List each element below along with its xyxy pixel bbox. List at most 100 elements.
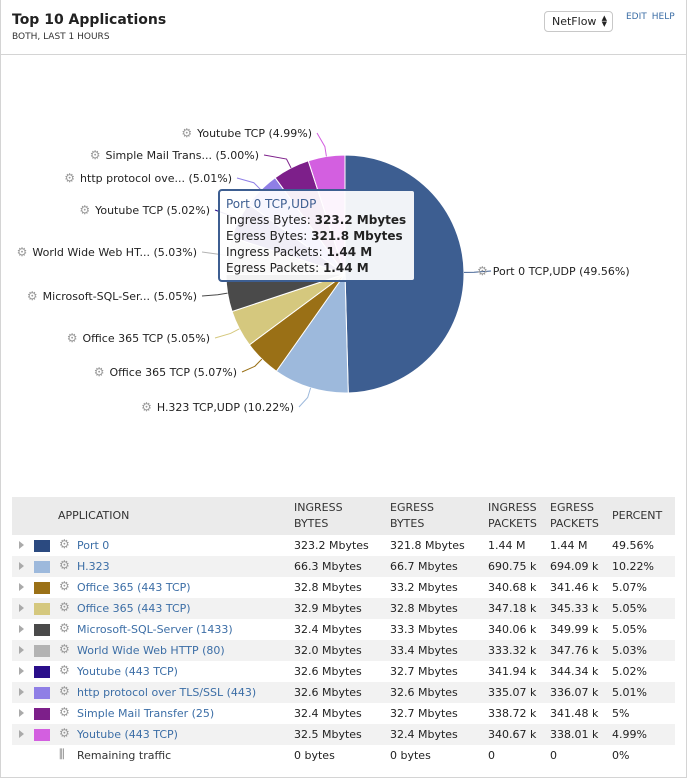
color-swatch (34, 729, 50, 741)
pie-slice[interactable] (275, 272, 349, 394)
application-link[interactable]: http protocol over TLS/SSL (443) (77, 686, 257, 699)
application-gear-icon: ⚙ (59, 642, 70, 656)
application-link[interactable]: Port 0 (77, 539, 110, 552)
updown-icon: ▲ ▼ (601, 14, 607, 28)
slice-label[interactable]: ⚙ Port 0 TCP,UDP (49.56%) (477, 264, 630, 278)
ingress-bytes: 32.4 Mbytes (294, 707, 362, 720)
help-link[interactable]: HELP (651, 12, 675, 22)
expand-arrow-icon[interactable] (19, 667, 24, 675)
ingress-bytes: 32.0 Mbytes (294, 644, 362, 657)
egress-packets: 349.99 k (550, 623, 599, 636)
slice-label[interactable]: ⚙ World Wide Web HT... (5.03%) (16, 245, 197, 259)
egress-bytes: 33.3 Mbytes (390, 623, 458, 636)
table-row[interactable]: ⚙ Office 365 (443 TCP) 32.8 Mbytes 33.2 … (12, 577, 675, 598)
remaining-traffic-icon: ⫼ (59, 747, 65, 761)
slice-label[interactable]: ⚙ http protocol ove... (5.01%) (64, 171, 232, 185)
slice-label[interactable]: ⚙ Youtube TCP (5.02%) (79, 203, 210, 217)
table-row[interactable]: ⚙ Office 365 (443 TCP) 32.9 Mbytes 32.8 … (12, 598, 675, 619)
ingress-packets: 335.07 k (488, 686, 537, 699)
gear-icon: ⚙ (477, 264, 488, 278)
egress-packets: 694.09 k (550, 560, 599, 573)
table-row[interactable]: ⚙ Port 0 323.2 Mbytes 321.8 Mbytes 1.44 … (12, 535, 675, 556)
ingress-bytes: 32.6 Mbytes (294, 665, 362, 678)
col-ingress-bytes[interactable]: INGRESS BYTES (294, 501, 343, 530)
table-row[interactable]: ⚙ World Wide Web HTTP (80) 32.0 Mbytes 3… (12, 640, 675, 661)
table-row[interactable]: ⚙ Youtube (443 TCP) 32.6 Mbytes 32.7 Mby… (12, 661, 675, 682)
label-connector (463, 270, 492, 273)
percent: 5.01% (612, 686, 647, 699)
gear-icon: ⚙ (64, 171, 76, 185)
ingress-packets: 1.44 M (488, 539, 526, 552)
ingress-packets: 347.18 k (488, 602, 537, 615)
application-link[interactable]: Microsoft-SQL-Server (1433) (77, 623, 233, 636)
color-swatch (34, 561, 50, 573)
label-connector (263, 154, 292, 169)
application-link[interactable]: Youtube (443 TCP) (77, 665, 178, 678)
gear-icon: ⚙ (93, 365, 105, 379)
col-application[interactable]: APPLICATION (58, 509, 130, 522)
label-connector (316, 132, 327, 157)
egress-packets: 338.01 k (550, 728, 599, 741)
application-gear-icon: ⚙ (59, 726, 70, 740)
application-link[interactable]: Simple Mail Transfer (25) (77, 707, 215, 720)
percent: 5.07% (612, 581, 647, 594)
egress-packets: 1.44 M (550, 539, 588, 552)
widget-subtitle: BOTH, LAST 1 HOURS (12, 32, 110, 42)
table-row[interactable]: ⚙ http protocol over TLS/SSL (443) 32.6 … (12, 682, 675, 703)
slice-label[interactable]: ⚙ Simple Mail Trans... (5.00%) (89, 148, 259, 162)
gear-icon: ⚙ (79, 203, 91, 217)
widget-title: Top 10 Applications (12, 12, 167, 28)
application-gear-icon: ⚙ (59, 579, 70, 593)
slice-label[interactable]: ⚙ Office 365 TCP (5.07%) (93, 365, 237, 379)
application-gear-icon: ⚙ (59, 537, 70, 551)
edit-link[interactable]: EDIT (626, 12, 647, 22)
source-select[interactable]: NetFlow ▲ ▼ (544, 11, 613, 32)
expand-arrow-icon[interactable] (19, 583, 24, 591)
egress-bytes: 32.6 Mbytes (390, 686, 458, 699)
ingress-packets: 333.32 k (488, 644, 537, 657)
expand-arrow-icon[interactable] (19, 541, 24, 549)
col-percent[interactable]: PERCENT (612, 509, 663, 522)
expand-arrow-icon[interactable] (19, 646, 24, 654)
application-link[interactable]: H.323 (77, 560, 110, 573)
ingress-bytes: 323.2 Mbytes (294, 539, 369, 552)
application-link[interactable]: Youtube (443 TCP) (77, 728, 178, 741)
egress-bytes: 32.7 Mbytes (390, 665, 458, 678)
slice-label[interactable]: ⚙ H.323 TCP,UDP (10.22%) (141, 400, 294, 414)
tooltip-line: Ingress Bytes: 323.2 Mbytes (226, 213, 407, 227)
expand-arrow-icon[interactable] (19, 688, 24, 696)
label-connector (236, 177, 262, 191)
remaining-traffic-row: ⫼ Remaining traffic 0 bytes 0 bytes 0 0 … (59, 747, 630, 762)
expand-arrow-icon[interactable] (19, 562, 24, 570)
chart-tooltip: Port 0 TCP,UDP Ingress Bytes: 323.2 Mbyt… (218, 189, 416, 282)
col-egress-packets[interactable]: EGRESS PACKETS (550, 501, 599, 530)
col-ingress-packets[interactable]: INGRESS PACKETS (488, 501, 537, 530)
gear-icon: ⚙ (16, 245, 28, 259)
slice-label[interactable]: ⚙ Office 365 TCP (5.05%) (66, 331, 210, 345)
tooltip-title: Port 0 TCP,UDP (226, 197, 317, 211)
expand-arrow-icon[interactable] (19, 730, 24, 738)
tooltip-line: Egress Packets: 1.44 M (226, 261, 369, 275)
col-egress-bytes[interactable]: EGRESS BYTES (390, 501, 435, 530)
expand-arrow-icon[interactable] (19, 709, 24, 717)
egress-bytes: 33.2 Mbytes (390, 581, 458, 594)
percent: 5.03% (612, 644, 647, 657)
slice-label[interactable]: ⚙ Youtube TCP (4.99%) (181, 126, 312, 140)
egress-bytes: 33.4 Mbytes (390, 644, 458, 657)
expand-arrow-icon[interactable] (19, 625, 24, 633)
application-link[interactable]: Office 365 (443 TCP) (77, 581, 191, 594)
application-link[interactable]: World Wide Web HTTP (80) (77, 644, 225, 657)
table-row[interactable]: ⚙ Youtube (443 TCP) 32.5 Mbytes 32.4 Mby… (12, 724, 675, 745)
slice-label[interactable]: ⚙ Microsoft-SQL-Ser... (5.05%) (26, 289, 197, 303)
gear-icon: ⚙ (66, 331, 78, 345)
source-select-value: NetFlow (552, 15, 597, 28)
color-swatch (34, 687, 50, 699)
application-link[interactable]: Office 365 (443 TCP) (77, 602, 191, 615)
gear-icon: ⚙ (89, 148, 101, 162)
table-row[interactable]: ⚙ Microsoft-SQL-Server (1433) 32.4 Mbyte… (12, 619, 675, 640)
color-swatch (34, 582, 50, 594)
table-row[interactable]: ⚙ H.323 66.3 Mbytes 66.7 Mbytes 690.75 k… (12, 556, 675, 577)
ingress-bytes: 32.4 Mbytes (294, 623, 362, 636)
table-row[interactable]: ⚙ Simple Mail Transfer (25) 32.4 Mbytes … (12, 703, 675, 724)
expand-arrow-icon[interactable] (19, 604, 24, 612)
